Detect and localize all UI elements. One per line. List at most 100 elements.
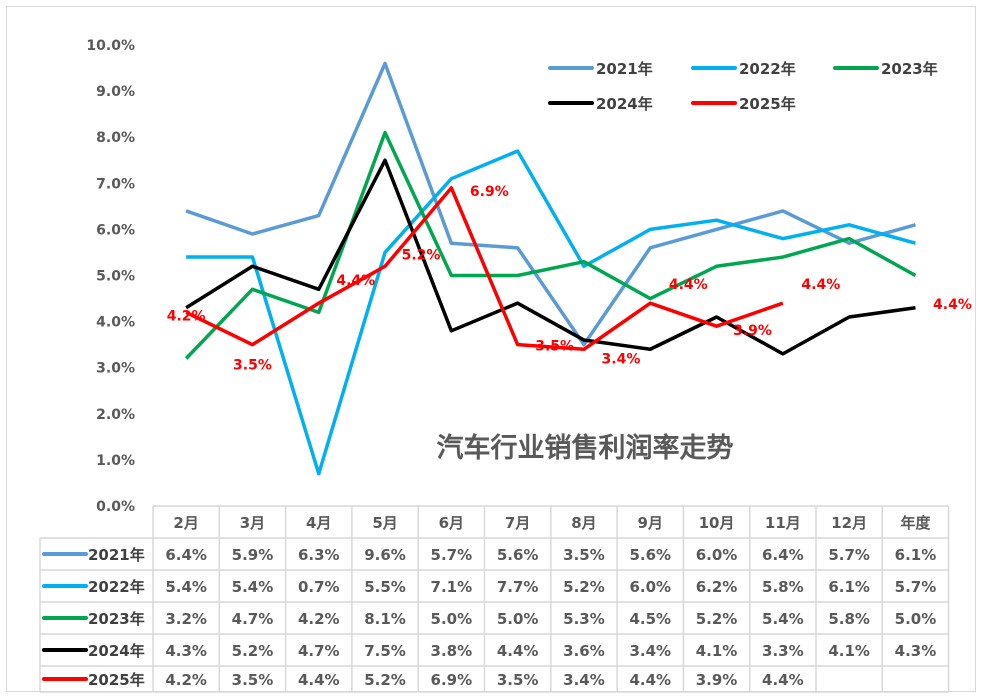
- table-cell: 4.4%: [497, 642, 539, 660]
- series-line-2025年: [185, 186, 784, 352]
- table-cell: 8.1%: [364, 610, 406, 628]
- y-tick-label: 0.0%: [96, 499, 135, 515]
- table-cell: 5.4%: [165, 578, 207, 596]
- table-cell: 7.5%: [364, 642, 406, 660]
- table-cell: 5.7%: [431, 546, 473, 564]
- table-series-label: 2025年: [88, 671, 145, 689]
- table-series-label: 2023年: [88, 610, 145, 628]
- table-cell: 4.7%: [232, 610, 274, 628]
- table-cell: 5.3%: [563, 610, 605, 628]
- y-tick-label: 1.0%: [96, 453, 135, 469]
- x-category-label: 4月: [306, 514, 331, 532]
- data-label: 4.4%: [933, 297, 972, 313]
- x-category-label: 9月: [638, 514, 663, 532]
- legend-label: 2021年: [596, 60, 653, 78]
- table-cell: 3.5%: [563, 546, 605, 564]
- table-cell: 5.0%: [497, 610, 539, 628]
- data-label: 6.9%: [470, 184, 509, 200]
- legend-label: 2024年: [596, 95, 653, 113]
- x-category-label: 年度: [900, 514, 931, 532]
- table-cell: 5.5%: [364, 578, 406, 596]
- chart-title: 汽车行业销售利润率走势: [437, 432, 734, 464]
- table-cell: 4.3%: [895, 642, 937, 660]
- data-label: 4.4%: [801, 277, 840, 293]
- table-cell: 6.4%: [762, 546, 804, 564]
- y-tick-label: 8.0%: [96, 130, 135, 146]
- table-cell: 3.4%: [563, 671, 605, 689]
- x-category-label: 12月: [831, 514, 867, 532]
- table-cell: 5.9%: [232, 546, 274, 564]
- table-cell: 5.6%: [629, 546, 671, 564]
- table-cell: 5.6%: [497, 546, 539, 564]
- table-cell: 6.1%: [895, 546, 937, 564]
- table-cell: 0.7%: [298, 578, 340, 596]
- table-cell: 4.7%: [298, 642, 340, 660]
- x-category-label: 2月: [173, 514, 198, 532]
- table-cell: 5.8%: [762, 578, 804, 596]
- table-cell: 4.4%: [629, 671, 671, 689]
- table-cell: 4.4%: [298, 671, 340, 689]
- table-cell: 5.2%: [696, 610, 738, 628]
- data-label: 5.2%: [402, 247, 441, 263]
- table-cell: 4.2%: [298, 610, 340, 628]
- table-cell: 5.8%: [828, 610, 870, 628]
- table-cell: 4.1%: [696, 642, 738, 660]
- data-label: 4.4%: [336, 273, 375, 289]
- table-cell: 5.7%: [828, 546, 870, 564]
- x-category-label: 5月: [372, 514, 397, 532]
- table-cell: 5.4%: [232, 578, 274, 596]
- series-line-2021年: [185, 61, 916, 347]
- table-cell: 3.2%: [165, 610, 207, 628]
- table-cell: 5.4%: [762, 610, 804, 628]
- table-cell: 5.0%: [895, 610, 937, 628]
- x-category-label: 3月: [240, 514, 265, 532]
- table-cell: 6.0%: [629, 578, 671, 596]
- legend-label: 2023年: [881, 60, 938, 78]
- table-cell: 5.7%: [895, 578, 937, 596]
- y-tick-label: 5.0%: [96, 269, 135, 285]
- table-cell: 4.2%: [165, 671, 207, 689]
- table-cell: 4.5%: [629, 610, 671, 628]
- data-label: 3.5%: [233, 358, 272, 374]
- table-cell: 9.6%: [364, 546, 406, 564]
- legend-label: 2025年: [739, 95, 796, 113]
- table-cell: 5.0%: [431, 610, 473, 628]
- x-category-label: 8月: [571, 514, 596, 532]
- table-cell: 6.4%: [165, 546, 207, 564]
- table-cell: 6.2%: [696, 578, 738, 596]
- y-tick-label: 7.0%: [96, 176, 135, 192]
- table-cell: 4.4%: [762, 671, 804, 689]
- y-tick-label: 3.0%: [96, 361, 135, 377]
- y-tick-label: 10.0%: [86, 38, 135, 54]
- table-cell: 3.8%: [431, 642, 473, 660]
- table-cell: 4.3%: [165, 642, 207, 660]
- x-category-label: 6月: [439, 514, 464, 532]
- series-line-2023年: [184, 130, 917, 360]
- x-category-label: 11月: [765, 514, 801, 532]
- table-cell: 4.1%: [828, 642, 870, 660]
- table-cell: 6.0%: [696, 546, 738, 564]
- table-cell: 5.2%: [232, 642, 274, 660]
- x-category-label: 7月: [505, 514, 530, 532]
- table-cell: 3.5%: [497, 671, 539, 689]
- table-series-label: 2024年: [88, 642, 145, 660]
- table-cell: 5.2%: [364, 671, 406, 689]
- table-cell: 7.7%: [497, 578, 539, 596]
- table-cell: 3.5%: [232, 671, 274, 689]
- series-line-2024年: [185, 158, 916, 356]
- table-cell: 7.1%: [431, 578, 473, 596]
- data-label: 4.4%: [669, 277, 708, 293]
- data-label: 4.2%: [167, 308, 206, 324]
- table-cell: 3.3%: [762, 642, 804, 660]
- y-tick-label: 2.0%: [96, 407, 135, 423]
- table-series-label: 2021年: [88, 546, 145, 564]
- table-cell: 6.1%: [828, 578, 870, 596]
- table-cell: 5.2%: [563, 578, 605, 596]
- y-tick-label: 9.0%: [96, 84, 135, 100]
- data-label: 3.4%: [602, 351, 641, 367]
- data-label: 3.9%: [733, 323, 772, 339]
- y-tick-label: 6.0%: [96, 222, 135, 238]
- table-series-label: 2022年: [88, 578, 145, 596]
- table-cell: 3.4%: [629, 642, 671, 660]
